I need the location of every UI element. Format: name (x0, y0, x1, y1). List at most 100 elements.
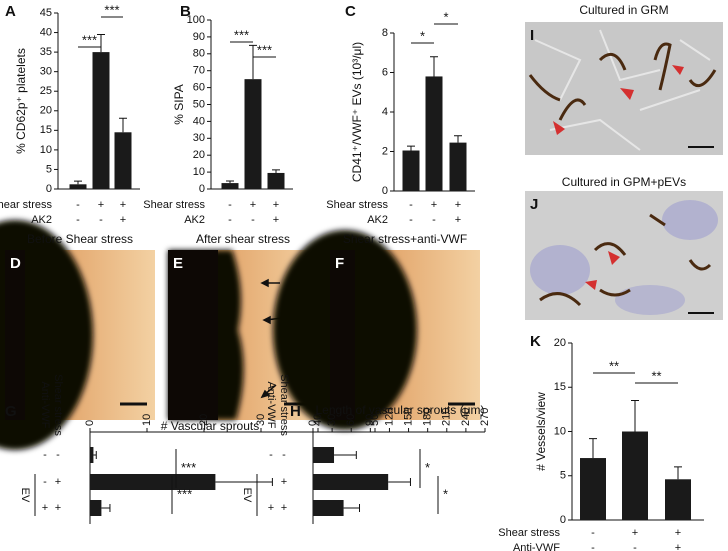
bar (425, 76, 443, 191)
panel-letter: C (345, 3, 356, 20)
error-bar (334, 451, 357, 459)
y-tick-label: 40 (193, 115, 205, 127)
y-tick-label: 25 (40, 85, 52, 97)
row-sign: - (76, 214, 80, 226)
y-tick-label: 0 (560, 514, 566, 526)
x-tick-label: 0 (307, 420, 319, 426)
row-label: AK2 (184, 214, 205, 226)
row-label: Shear stress (0, 199, 52, 211)
y-tick-label: 60 (193, 82, 205, 94)
x-tick-label: 90 (364, 414, 376, 426)
y-tick-label: 100 (187, 14, 205, 26)
row-sign: - (56, 449, 60, 461)
y-tick-label: 20 (193, 149, 205, 161)
significance-label: *** (234, 27, 249, 42)
y-tick-label: 80 (193, 48, 205, 60)
row-label: Shear stress (326, 199, 388, 211)
y-tick-label: 2 (382, 145, 388, 157)
y-tick-label: 20 (554, 337, 566, 349)
x-tick-label: 180 (422, 408, 434, 426)
row-sign: + (273, 214, 279, 226)
image-title: After shear stress (196, 232, 290, 246)
y-tick-label: 40 (40, 26, 52, 38)
bar (221, 183, 239, 189)
significance-label: *** (82, 32, 97, 47)
error-bar (388, 478, 411, 486)
y-tick-label: 0 (199, 183, 205, 195)
x-tick-label: 60 (345, 414, 357, 426)
row-sign: - (282, 449, 286, 461)
row-sign: + (250, 199, 256, 211)
significance-label: *** (181, 460, 196, 475)
y-tick-label: 8 (382, 27, 388, 39)
significance-label: *** (104, 2, 119, 17)
row-sign: - (633, 542, 637, 551)
y-tick-label: 4 (382, 106, 388, 118)
x-tick-label: 150 (402, 408, 414, 426)
row-sign: - (99, 214, 103, 226)
y-tick-label: 50 (193, 98, 205, 110)
y-tick-label: 6 (382, 66, 388, 78)
significance-label: * (443, 9, 448, 24)
error-bar (589, 438, 597, 459)
significance-label: *** (177, 486, 192, 501)
row-sign: - (43, 449, 47, 461)
y-tick-label: 70 (193, 65, 205, 77)
x-tick-label: 30 (326, 414, 338, 426)
row-sign: + (632, 527, 638, 539)
row-sign: + (120, 199, 126, 211)
y-tick-label: 10 (193, 166, 205, 178)
row-label: Shear stress (498, 527, 560, 539)
image-title: Cultured in GPM+pEVs (562, 175, 686, 189)
error-bar (407, 145, 415, 151)
row-sign: + (98, 199, 104, 211)
y-tick-label: 10 (40, 144, 52, 156)
bar (402, 150, 420, 191)
chart-title: Length of vascular sprouts (μm) (316, 403, 485, 417)
row-sign: - (76, 199, 80, 211)
panel-letter: J (530, 196, 538, 213)
row-label: AK2 (367, 214, 388, 226)
panel-letter: A (5, 3, 16, 20)
panel-letter: G (5, 403, 17, 420)
bar (267, 172, 285, 189)
bar (90, 500, 102, 516)
panel-letter: I (530, 27, 534, 44)
panel-letter: F (335, 255, 344, 272)
x-tick-label: 50 (369, 414, 381, 426)
row-sign: + (455, 199, 461, 211)
error-bar (97, 34, 105, 53)
bar (313, 500, 344, 516)
group-label: EV (19, 488, 31, 503)
error-bar (454, 135, 462, 143)
error-bar (343, 504, 361, 512)
error-bar (119, 117, 127, 133)
bar (90, 447, 94, 463)
row-sign: + (120, 214, 126, 226)
y-tick-label: 90 (193, 31, 205, 43)
bar (665, 479, 691, 520)
image-panel: I Cultured in GRM (525, 3, 723, 155)
bar (92, 52, 110, 189)
y-tick-label: 15 (554, 381, 566, 393)
bar (114, 132, 132, 189)
bar (449, 142, 467, 191)
significance-label: *** (257, 42, 272, 57)
bar (313, 447, 335, 463)
error-bar (631, 400, 639, 432)
row-label: Anti-VWF (513, 542, 560, 551)
y-tick-label: 30 (193, 132, 205, 144)
y-axis-label: % SIPA (172, 84, 186, 124)
error-bar (430, 56, 438, 77)
row-label: Anti-VWF (265, 381, 277, 428)
y-axis-label: CD41⁺/VWF⁺ EVs (10³/μl) (350, 42, 364, 182)
chart-title: # Vascular sprouts (161, 419, 260, 433)
row-sign: + (675, 542, 681, 551)
y-tick-label: 45 (40, 7, 52, 19)
y-axis-label: % CD62p⁺ platelets (14, 48, 28, 154)
significance-label: ** (609, 358, 619, 373)
row-label: Shear stress (143, 199, 205, 211)
significance-label: * (420, 28, 425, 43)
significance-label: * (425, 460, 430, 475)
